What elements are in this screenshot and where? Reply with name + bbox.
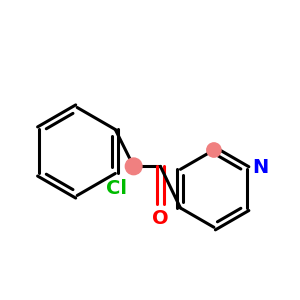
Text: O: O [152, 209, 169, 228]
Text: N: N [253, 158, 269, 177]
Circle shape [207, 143, 221, 157]
Circle shape [125, 158, 142, 175]
Text: Cl: Cl [106, 179, 127, 198]
